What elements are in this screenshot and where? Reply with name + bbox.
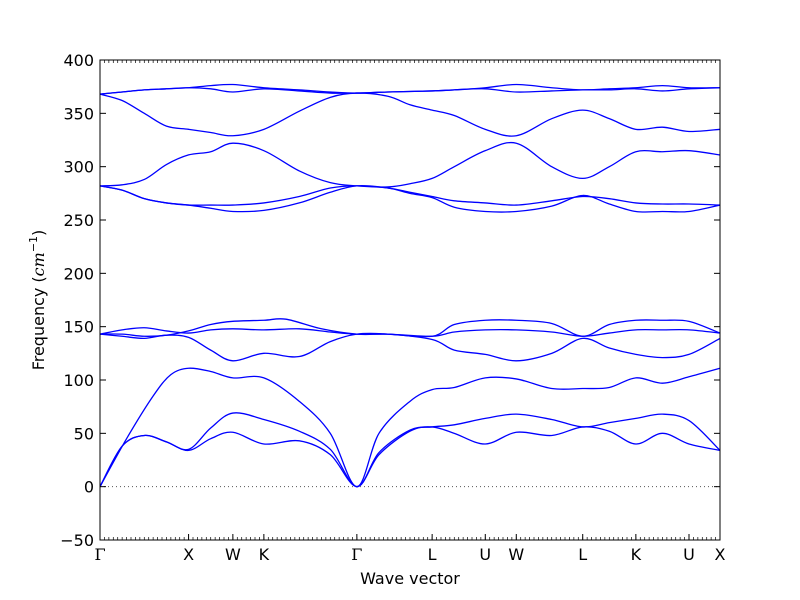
x-tick-label: L xyxy=(578,545,587,564)
plot-frame xyxy=(99,59,721,541)
phonon-branch-12 xyxy=(99,83,721,95)
x-tick-label: X xyxy=(183,545,194,564)
phonon-branch-7 xyxy=(99,185,721,213)
y-axis-label-text: Frequency xyxy=(29,288,48,371)
phonon-branch-5 xyxy=(99,327,721,337)
phonon-branch-4 xyxy=(99,332,721,362)
phonon-branch-6 xyxy=(99,318,721,338)
y-tick-label: 0 xyxy=(84,478,94,497)
y-tick-label: 150 xyxy=(63,318,94,337)
phonon-branch-9 xyxy=(99,141,721,188)
y-tick-label: 400 xyxy=(63,51,94,70)
phonon-branch-3 xyxy=(99,367,721,488)
phonon-branch-2 xyxy=(99,412,721,488)
y-tick-label: −50 xyxy=(60,531,94,550)
y-axis-label-open-paren: ( xyxy=(29,276,48,282)
x-tick-label: K xyxy=(259,545,270,564)
x-tick-label: Γ xyxy=(94,545,105,564)
y-axis-label-unit: cm xyxy=(29,252,48,276)
y-axis-label-close-paren: ) xyxy=(29,230,48,236)
y-tick-label: 250 xyxy=(63,211,94,230)
x-tick-label: L xyxy=(428,545,437,564)
x-tick-label: W xyxy=(225,545,241,564)
y-axis-label-unit-exponent: −1 xyxy=(27,236,40,252)
x-tick-label: X xyxy=(715,545,726,564)
x-tick-label: U xyxy=(683,545,695,564)
phonon-branch-1 xyxy=(99,426,721,488)
y-tick-label: 100 xyxy=(63,371,94,390)
y-tick-label: 200 xyxy=(63,264,94,283)
phonon-branch-10 xyxy=(99,92,721,137)
x-tick-label: K xyxy=(631,545,642,564)
y-tick-label: 350 xyxy=(63,104,94,123)
phonon-branch-8 xyxy=(99,185,721,206)
x-tick-label: U xyxy=(479,545,491,564)
x-tick-label: Γ xyxy=(351,545,362,564)
x-tick-label: W xyxy=(508,545,524,564)
y-tick-label: 50 xyxy=(74,424,94,443)
series-layer xyxy=(99,83,721,488)
y-axis-label: Frequency (cm−1) xyxy=(27,230,48,371)
y-ticks: −50 0 50 100 150 200 250 300 350 400 xyxy=(60,51,720,550)
y-tick-label: 300 xyxy=(63,158,94,177)
x-axis-label: Wave vector xyxy=(360,569,460,588)
